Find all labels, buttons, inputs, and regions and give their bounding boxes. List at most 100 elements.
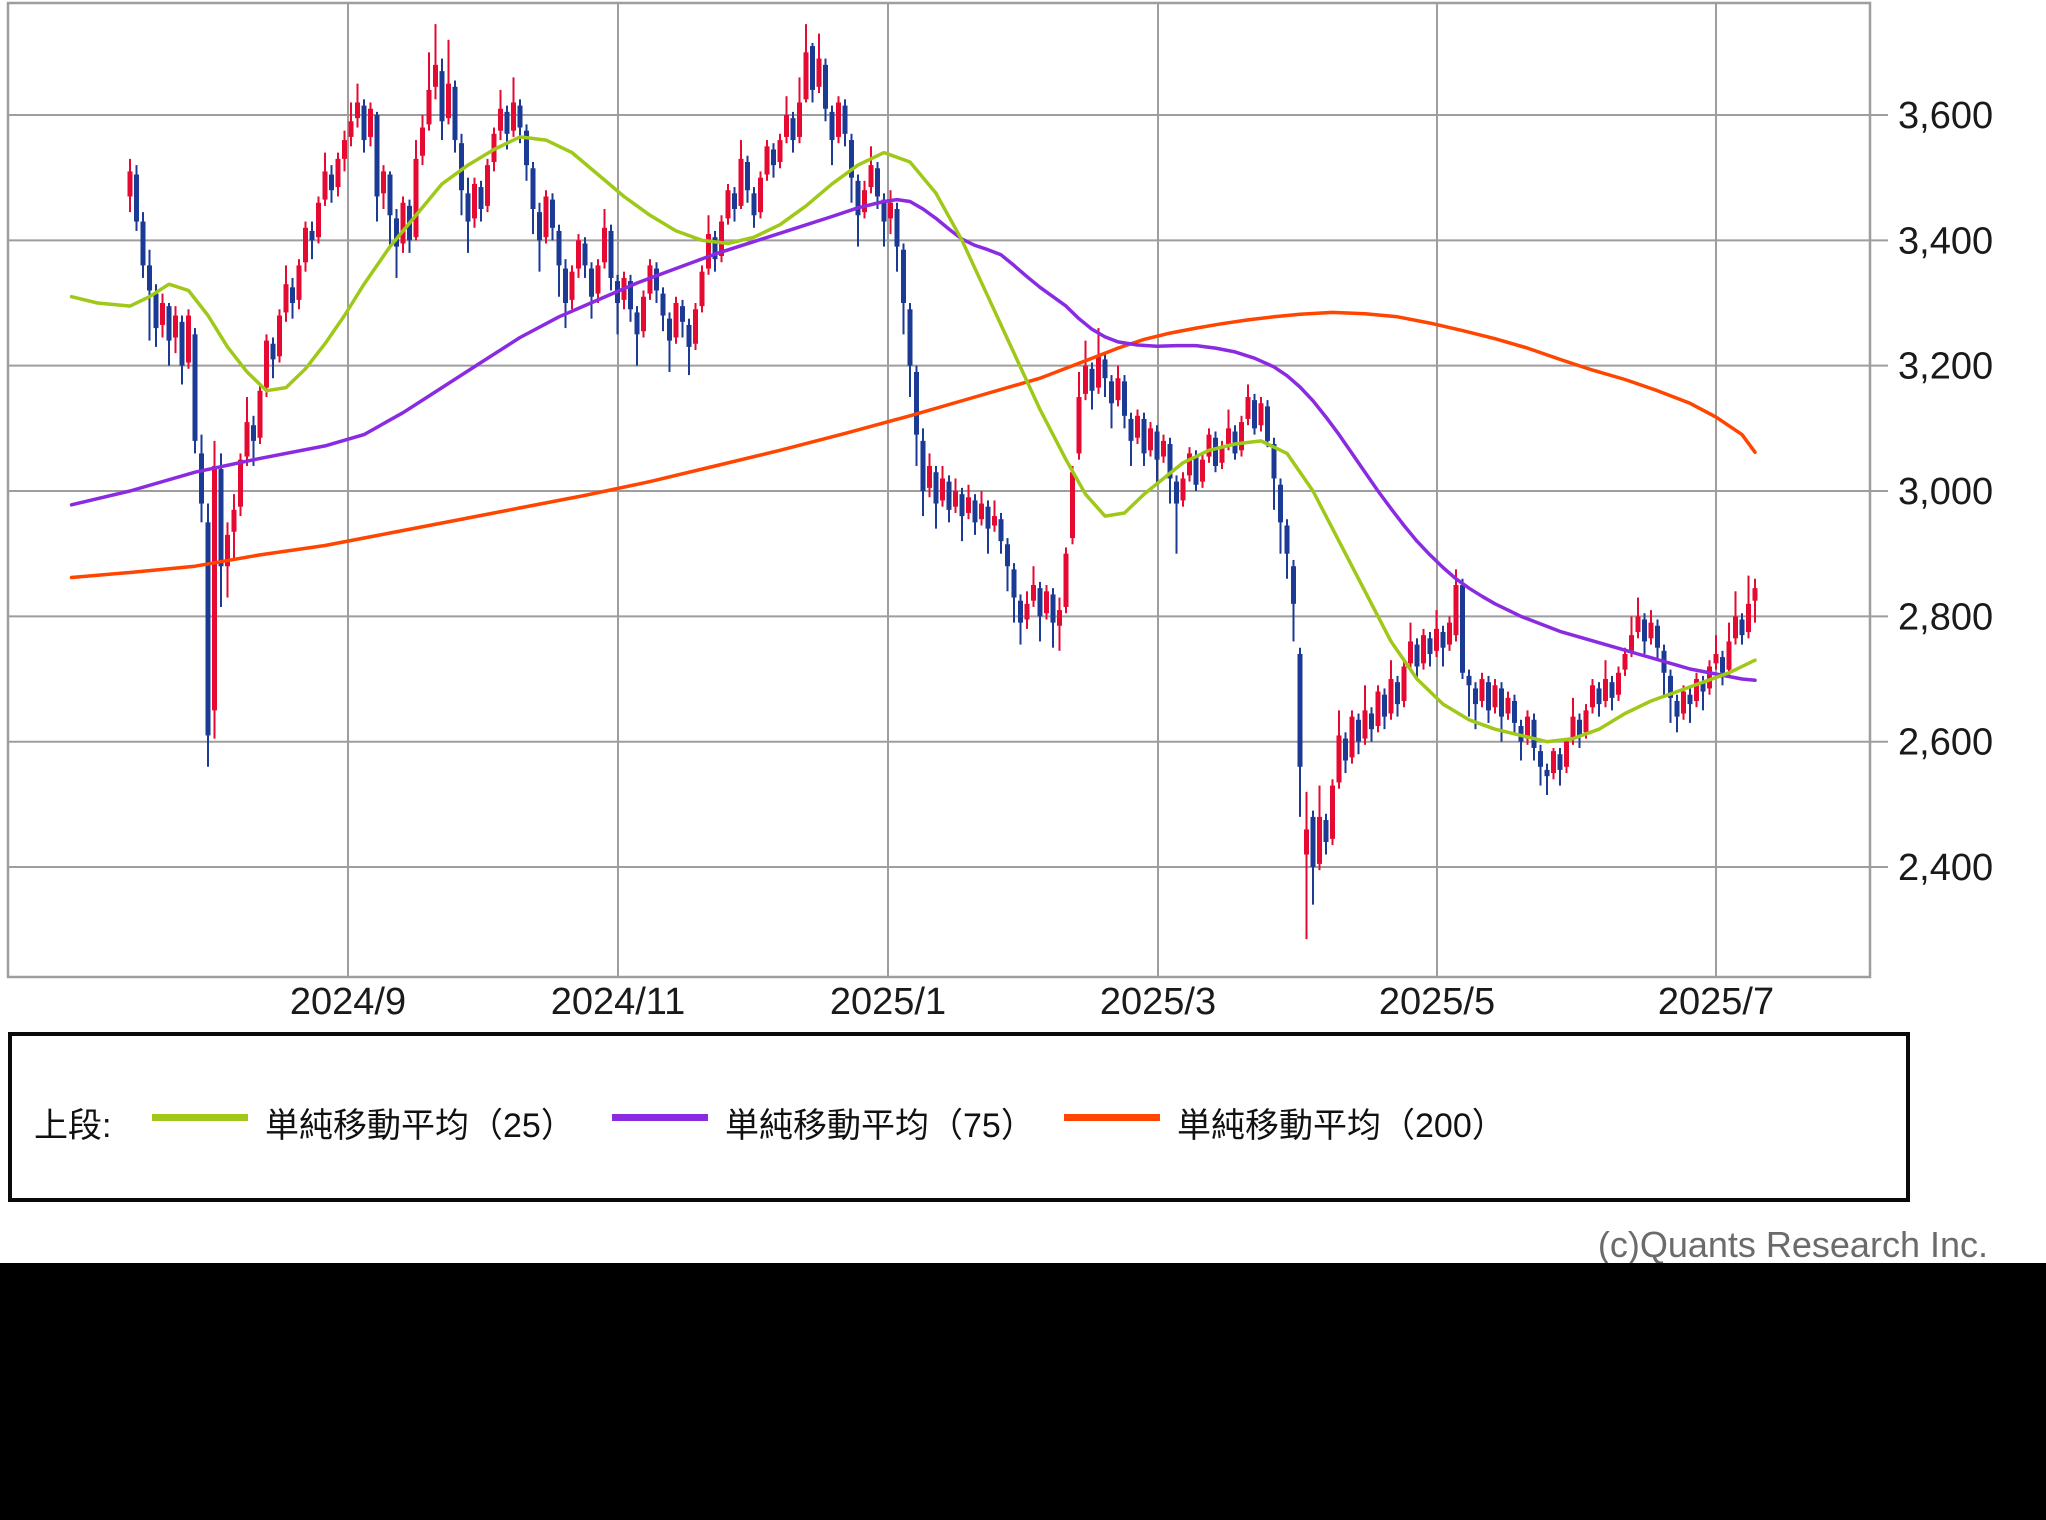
candle-down: [745, 162, 750, 191]
candle-down: [667, 318, 672, 341]
candle-up: [1187, 453, 1192, 476]
candle-down: [1609, 682, 1615, 698]
candle-down: [1102, 359, 1108, 379]
candle-up: [348, 121, 354, 137]
candle-down: [192, 334, 198, 441]
candle-up: [264, 340, 269, 388]
y-axis-label: 3,200: [1898, 346, 1993, 388]
candle-up: [992, 516, 997, 526]
candle-up: [576, 240, 581, 269]
candle-down: [459, 143, 464, 191]
candle-up: [1694, 679, 1699, 701]
candle-down: [179, 321, 185, 366]
candle-up: [693, 309, 698, 344]
legend-label-sma25: 単純移動平均（25）: [265, 1107, 575, 1145]
candle-down: [1700, 682, 1706, 692]
candle-up: [225, 534, 230, 567]
candle-up: [257, 390, 263, 438]
candle-down: [1141, 418, 1147, 454]
candle-up: [238, 459, 243, 507]
candle-down: [387, 174, 393, 216]
candle-down: [1122, 381, 1127, 416]
candle-down: [998, 519, 1004, 542]
bottom-black-bar: [0, 1263, 2046, 1520]
candle-down: [920, 440, 926, 492]
candle-down: [550, 199, 555, 228]
candle-up: [1726, 641, 1732, 670]
candle-down: [901, 249, 906, 304]
candle-up: [1258, 403, 1264, 426]
candle-up: [1616, 672, 1621, 695]
legend-label-sma200: 単純移動平均（200）: [1177, 1107, 1506, 1145]
candle-up: [706, 234, 711, 269]
candle-down: [914, 371, 919, 435]
candle-up: [296, 265, 302, 300]
sma200-line: [69, 310, 1757, 580]
candle-up: [1492, 685, 1498, 708]
candle-up: [1349, 716, 1355, 758]
candle-up: [927, 465, 932, 488]
candle-up: [641, 296, 646, 332]
candle-down: [1167, 444, 1173, 479]
candle-up: [420, 127, 425, 156]
candle-up: [1388, 679, 1394, 714]
candle-down: [1174, 481, 1179, 504]
candle-down: [504, 111, 510, 134]
candle-up: [836, 102, 841, 137]
candle-up: [1057, 610, 1062, 626]
candle-up: [1070, 472, 1075, 539]
plot-area: [8, 3, 1870, 977]
candle-down: [1265, 406, 1270, 441]
candle-down: [1596, 688, 1602, 705]
candle-down: [374, 115, 380, 197]
candle-down: [946, 481, 952, 510]
candle-down: [394, 218, 399, 247]
candle-up: [1590, 685, 1595, 708]
candle-down: [907, 309, 913, 366]
candle-down: [1297, 653, 1303, 767]
candle-up: [862, 190, 867, 213]
x-axis-label: 2025/7: [1658, 981, 1774, 1023]
candle-up: [797, 102, 802, 137]
candle-up: [1180, 478, 1186, 501]
candle-up: [1401, 666, 1407, 701]
candle-up: [1330, 785, 1335, 839]
legend-prefix-label: 上段:: [34, 1107, 112, 1145]
candle-down: [1382, 694, 1387, 717]
candle-down: [1642, 619, 1647, 642]
candle-down: [985, 506, 991, 529]
candle-down: [134, 174, 139, 222]
candle-up: [186, 315, 191, 363]
candle-up: [1239, 422, 1244, 451]
candle-down: [140, 221, 146, 266]
candle-down: [881, 199, 887, 222]
candle-down: [1427, 638, 1433, 654]
candle-up: [699, 271, 705, 307]
candle-down: [1213, 437, 1218, 466]
candle-up: [1648, 622, 1654, 639]
candle-down: [153, 293, 159, 329]
candle-down: [959, 494, 965, 517]
candle-up: [485, 165, 490, 206]
candle-down: [1310, 816, 1316, 868]
candle-down: [1128, 418, 1134, 441]
candle-up: [1505, 697, 1511, 714]
candle-down: [1356, 719, 1361, 742]
candle-up: [1336, 735, 1342, 783]
plot-border: [6, 1, 1872, 979]
candle-up: [1583, 710, 1589, 733]
candle-up: [764, 146, 770, 175]
candle-down: [361, 105, 367, 141]
candle-down: [1512, 700, 1517, 723]
candle-up: [1375, 691, 1381, 727]
candle-down: [1655, 625, 1660, 648]
candle-up: [1635, 616, 1641, 633]
candle-down: [218, 469, 224, 567]
candle-up: [1434, 628, 1439, 651]
y-axis-label: 3,000: [1898, 471, 1993, 513]
candle-down: [1193, 456, 1199, 485]
candle-down: [1369, 713, 1374, 730]
candle-down: [1395, 682, 1400, 705]
candle-down: [810, 46, 815, 90]
